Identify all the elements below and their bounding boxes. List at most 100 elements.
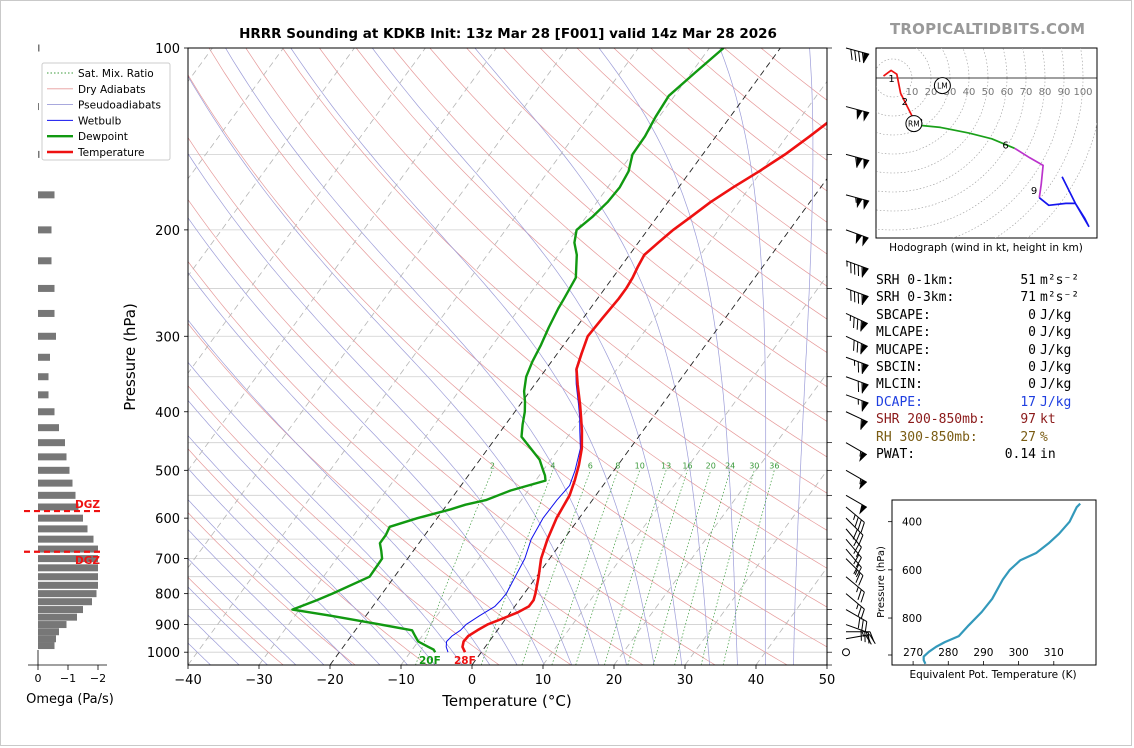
pseudoadiabat-line bbox=[188, 614, 240, 665]
hodograph-ring-label: 90 bbox=[1058, 87, 1071, 98]
skewt-series bbox=[291, 48, 827, 653]
mixing-ratio-label: 30 bbox=[749, 461, 759, 470]
dry-adiabat-line bbox=[429, 48, 827, 388]
mixing-ratio-line bbox=[674, 470, 731, 665]
theta-e-x-tick-label: 300 bbox=[1009, 647, 1029, 659]
theta-e-x-tick-label: 280 bbox=[938, 647, 958, 659]
omega-bar bbox=[38, 150, 40, 158]
barb-pennant bbox=[859, 504, 867, 515]
wind-barb bbox=[845, 229, 869, 247]
barb-staff bbox=[845, 287, 869, 298]
dry-adiabat-line bbox=[188, 512, 356, 665]
omega-bar bbox=[38, 257, 52, 265]
hodograph-ring-label: 80 bbox=[1039, 87, 1052, 98]
theta-e-x-tick-label: 270 bbox=[903, 647, 923, 659]
barb-full bbox=[857, 361, 860, 373]
theta-e-x-tick-label: 310 bbox=[1044, 647, 1064, 659]
wind-barb bbox=[845, 517, 864, 546]
barb-full bbox=[860, 320, 862, 332]
wind-barb bbox=[845, 153, 870, 170]
dry-adiabat-line bbox=[355, 48, 827, 458]
theta-e-y-tick-label: 400 bbox=[902, 517, 922, 529]
barb-pennant bbox=[856, 157, 863, 168]
barb-full bbox=[857, 519, 862, 531]
theta-e-frame bbox=[891, 499, 1097, 666]
stat-row: SHR 200-850mb: 97 kt bbox=[876, 411, 1079, 428]
dry-adiabat-line bbox=[188, 74, 827, 648]
barb-staff bbox=[845, 624, 869, 634]
omega-bar bbox=[38, 564, 98, 572]
hodograph-ring-label: 70 bbox=[1020, 87, 1033, 98]
barb-full bbox=[855, 572, 861, 583]
omega-bar bbox=[38, 391, 49, 399]
wind-barb bbox=[845, 376, 869, 394]
omega-bar bbox=[38, 466, 70, 474]
stat-key: MUCAPE: bbox=[876, 342, 931, 358]
theta-e-y-tick-label: 600 bbox=[902, 565, 922, 577]
omega-bar bbox=[38, 573, 98, 581]
omega-bar bbox=[38, 514, 83, 522]
x-tick-label: −30 bbox=[245, 673, 272, 688]
mixing-ratio-label: 24 bbox=[725, 461, 735, 470]
barb-staff bbox=[845, 394, 869, 404]
dry-adiabat-line bbox=[392, 48, 827, 422]
omega-bar bbox=[38, 535, 94, 543]
dry-adiabat-line bbox=[188, 576, 284, 665]
isotherm-line bbox=[542, 275, 827, 665]
barb-full bbox=[861, 52, 865, 64]
barb-full bbox=[856, 341, 859, 353]
omega-bar bbox=[38, 284, 55, 292]
mixing-ratio-label: 8 bbox=[615, 461, 620, 470]
barb-pennant bbox=[862, 363, 869, 374]
barb-half bbox=[857, 399, 859, 405]
legend-box bbox=[41, 62, 171, 161]
dgz-lower-label: DGZ bbox=[75, 555, 100, 567]
stat-key: SRH 0-1km: bbox=[876, 273, 955, 288]
chart-title: HRRR Sounding at KDKB Init: 13z Mar 28 [… bbox=[239, 26, 777, 42]
stat-unit: J/kg bbox=[1040, 342, 1072, 358]
barb-full bbox=[861, 294, 863, 306]
omega-bar bbox=[38, 226, 52, 234]
wind-barb bbox=[845, 494, 868, 515]
y-tick-label: 400 bbox=[155, 406, 180, 421]
y-tick-label: 900 bbox=[155, 619, 180, 634]
barb-pennant bbox=[856, 197, 863, 209]
hodograph-height-label: 6 bbox=[1002, 141, 1008, 152]
pseudoadiabat-line bbox=[188, 557, 297, 665]
pseudoadiabat-line bbox=[188, 529, 325, 665]
y-tick-label: 300 bbox=[155, 330, 180, 345]
pseudoadiabat-line bbox=[290, 48, 655, 665]
hodograph-ring-label: 60 bbox=[1001, 87, 1014, 98]
omega-x-tick-label: −2 bbox=[90, 672, 106, 685]
stat-row: RH 300-850mb: 27% bbox=[876, 429, 1079, 446]
barb-full bbox=[850, 290, 852, 301]
storm-motion-label: LM bbox=[937, 82, 948, 91]
hodograph-ring-label: 10 bbox=[906, 87, 919, 98]
barb-pennant bbox=[859, 479, 867, 490]
barb-full bbox=[853, 291, 856, 303]
stat-unit: % bbox=[1040, 429, 1048, 445]
barb-full bbox=[857, 265, 860, 277]
wind-barb bbox=[845, 593, 865, 620]
isotherm-line bbox=[188, 48, 639, 665]
omega-bar bbox=[38, 525, 88, 533]
barb-half bbox=[855, 197, 857, 203]
omega-bar bbox=[38, 503, 79, 511]
surface-labels: 20F 28F bbox=[419, 655, 476, 667]
barb-staff bbox=[845, 548, 862, 568]
stat-value: 27 bbox=[1020, 429, 1036, 445]
wind-barb bbox=[845, 312, 868, 332]
wind-barb bbox=[845, 411, 868, 430]
stat-unit: J/kg bbox=[1040, 377, 1072, 393]
dry-adiabat-line bbox=[319, 48, 827, 494]
dry-adiabat-line bbox=[466, 48, 827, 354]
mixing-ratio-line bbox=[480, 470, 554, 665]
omega-bar bbox=[38, 408, 55, 416]
mixing-ratio-label: 20 bbox=[706, 461, 716, 470]
barb-half bbox=[861, 631, 865, 637]
omega-bar bbox=[38, 309, 55, 317]
pseudoadiabat-line bbox=[793, 48, 814, 665]
y-tick-label: 500 bbox=[155, 464, 180, 479]
omega-x-tick-label: −1 bbox=[60, 672, 76, 685]
